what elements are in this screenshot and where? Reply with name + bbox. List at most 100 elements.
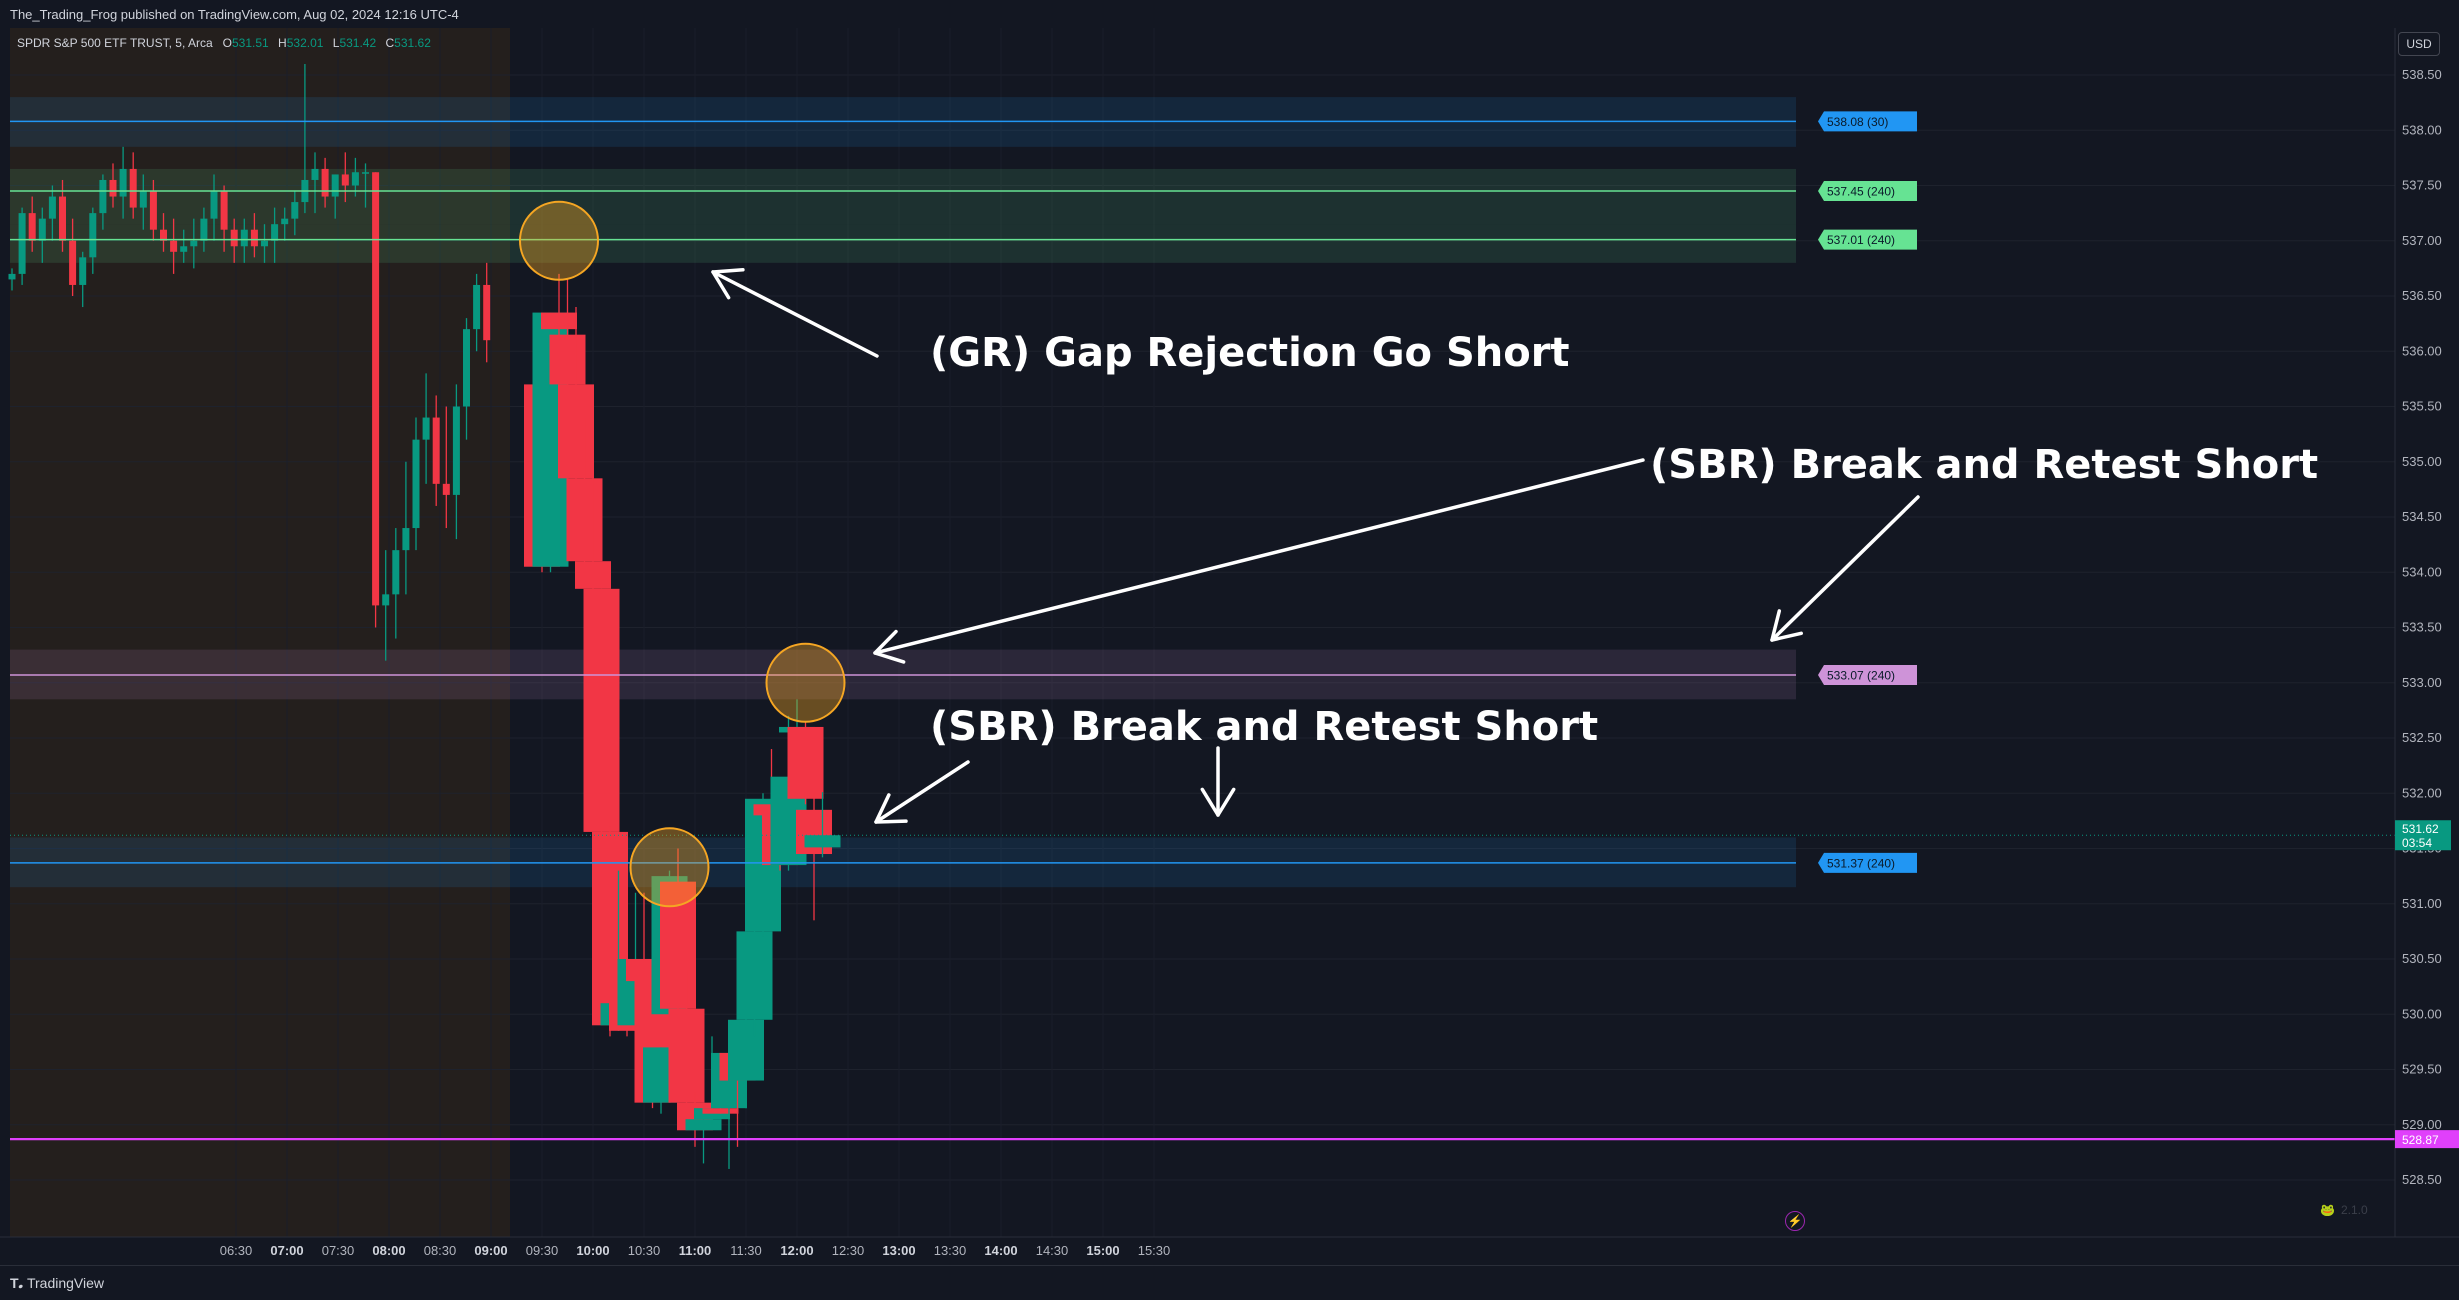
candle-body — [48, 196, 56, 219]
price-tick-label: 537.00 — [2402, 233, 2442, 248]
annotation-text: (SBR) Break and Retest Short — [1650, 442, 2318, 488]
annotation-arrow-shaft — [711, 270, 879, 358]
candle-body — [685, 1119, 722, 1131]
level-tag — [1818, 852, 1917, 873]
time-tick-label: 12:30 — [832, 1243, 865, 1258]
time-axis[interactable]: 06:30 07:00 07:30 08:00 08:30 09:00 09:30 10:00… — [0, 1236, 2459, 1258]
candle-body — [170, 240, 178, 252]
candle-body — [702, 1108, 739, 1114]
level-tag-label: 537.01 (240) — [1827, 233, 1895, 247]
time-tick-label: 08:00 — [372, 1243, 405, 1258]
candle-body — [473, 284, 481, 330]
high-value: 532.01 — [286, 36, 324, 50]
annotation-text: (SBR) Break and Retest Short — [930, 704, 1598, 750]
annotation-text: (GR) Gap Rejection Go Short — [930, 330, 1570, 376]
tv-logo-icon: T𝅘 — [10, 1275, 23, 1291]
candle-body — [341, 174, 349, 186]
candle-body — [261, 240, 268, 247]
candle-body — [787, 726, 824, 799]
price-tick-label: 533.50 — [2402, 620, 2442, 635]
lightning-icon[interactable]: ⚡ — [1785, 1211, 1805, 1231]
annotation-arrow-shaft — [874, 760, 970, 824]
time-tick-label: 14:00 — [984, 1243, 1017, 1258]
published-by-text: The_Trading_Frog published on TradingVie… — [10, 7, 459, 22]
time-tick-label: 08:30 — [424, 1243, 457, 1258]
candle-body — [728, 1019, 764, 1081]
level-tag — [1818, 181, 1917, 202]
candle-body — [362, 172, 369, 174]
time-tick-label: 10:30 — [628, 1243, 661, 1258]
candle-body — [119, 168, 127, 197]
candle-body — [660, 881, 696, 1009]
price-tick-label: 532.50 — [2402, 730, 2442, 745]
price-tick-label: 538.50 — [2402, 67, 2442, 82]
candle-body — [99, 179, 107, 214]
time-tick-label: 07:00 — [270, 1243, 303, 1258]
price-axis[interactable]: 538.50 538.00 537.50 537.00 536.50 536.00 535.… — [2394, 28, 2459, 1237]
high-key: H — [278, 36, 287, 50]
low-key: L — [332, 36, 340, 50]
candle-body — [736, 931, 773, 1020]
annotation-arrow-head — [1200, 787, 1236, 817]
low-value: 531.42 — [339, 36, 377, 50]
time-tick-label: 11:00 — [679, 1243, 712, 1258]
time-tick-label: 13:00 — [882, 1243, 915, 1258]
time-tick-label: 10:00 — [576, 1243, 609, 1258]
candle-body — [558, 384, 594, 479]
last-price-countdown: 03:54 — [2402, 836, 2432, 850]
symbol-legend[interactable]: SPDR S&P 500 ETF TRUST, 5, Arca O531.51 … — [17, 36, 437, 50]
time-tick-label: 09:30 — [526, 1243, 559, 1258]
time-tick-label: 09:00 — [474, 1243, 507, 1258]
price-tick-label: 528.50 — [2402, 1172, 2442, 1187]
time-tick-label: 15:00 — [1086, 1243, 1119, 1258]
candle-body — [311, 168, 319, 180]
candle-body — [190, 240, 198, 247]
time-tick-label: 15:30 — [1138, 1243, 1171, 1258]
price-tick-label: 533.00 — [2402, 675, 2442, 690]
level-price-tag — [2395, 1130, 2459, 1149]
candle-body — [18, 213, 26, 274]
price-tick-label: 536.00 — [2402, 343, 2442, 358]
candle-body — [200, 218, 208, 241]
annotation-texts: (GR) Gap Rejection Go Short (SBR) Break a… — [930, 330, 2318, 750]
candle-body — [281, 218, 289, 225]
price-tick-label: 534.00 — [2402, 564, 2442, 579]
frog-icon: 🐸 — [2320, 1203, 2335, 1217]
candle-body — [382, 594, 390, 606]
candle-body — [566, 478, 603, 562]
level-tag — [1818, 665, 1917, 686]
candle-body — [668, 1008, 705, 1103]
candle-body — [442, 483, 450, 495]
candle-body — [180, 246, 188, 252]
open-value: 531.51 — [232, 36, 269, 50]
tradingview-logo[interactable]: T𝅘 TradingView — [10, 1275, 104, 1292]
currency-button[interactable]: USD — [2398, 32, 2440, 56]
rejection-circle — [765, 642, 846, 723]
candle-body — [230, 229, 238, 247]
candle-body — [38, 218, 46, 241]
candle-body — [250, 229, 258, 247]
price-tick-label: 529.00 — [2402, 1117, 2442, 1132]
price-tick-label: 530.00 — [2402, 1006, 2442, 1021]
annotation-arrow-shaft — [873, 458, 1645, 655]
price-tick-label: 535.00 — [2402, 454, 2442, 469]
candle-body — [28, 213, 36, 241]
candles — [8, 63, 841, 1169]
rejection-circle — [519, 200, 599, 281]
annotation-arrow-head — [873, 629, 906, 664]
version-text: 2.1.0 — [2340, 1203, 2368, 1217]
candle-body — [541, 312, 577, 330]
candle-body — [575, 561, 611, 589]
candle-body — [8, 273, 16, 280]
level-tag-label: 537.45 (240) — [1827, 185, 1895, 199]
candle-body — [149, 191, 157, 230]
close-value: 531.62 — [394, 36, 431, 50]
close-key: C — [385, 36, 395, 50]
candle-body — [69, 240, 77, 285]
candle-body — [129, 168, 137, 208]
level-tag — [1818, 111, 1917, 132]
price-tick-label: 535.50 — [2402, 399, 2442, 414]
price-tick-label: 530.50 — [2402, 951, 2442, 966]
time-tick-label: 14:30 — [1036, 1243, 1069, 1258]
candlestick-chart[interactable]: 538.08 (30) 537.45 (240) 537.01 (240) 533.0… — [0, 28, 2459, 1265]
